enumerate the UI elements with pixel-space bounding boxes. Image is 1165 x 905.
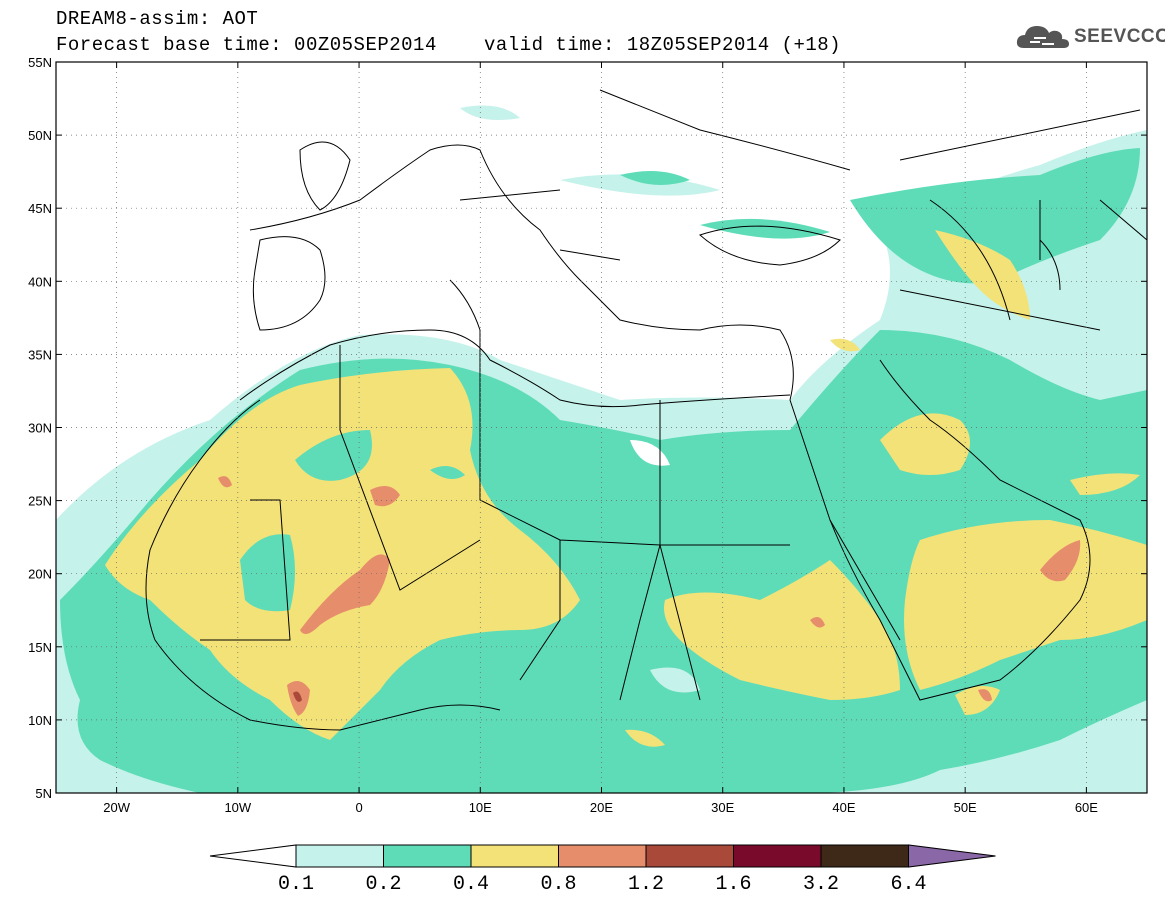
lat-label: 5N — [35, 786, 52, 801]
lon-label: 20W — [103, 800, 130, 815]
colorbar-label: 0.1 — [278, 873, 314, 896]
colorbar-label: 3.2 — [803, 873, 839, 896]
lat-label: 50N — [28, 128, 52, 143]
lon-label: 40E — [832, 800, 855, 815]
lat-label: 30N — [28, 421, 52, 436]
forecast-base-time: Forecast base time: 00Z05SEP2014 — [56, 34, 437, 56]
lon-label: 30E — [711, 800, 734, 815]
logo-text: SEEVCCC — [1074, 26, 1165, 47]
valid-time: valid time: 18Z05SEP2014 (+18) — [484, 34, 842, 56]
lat-label: 10N — [28, 713, 52, 728]
colorbar-segment — [558, 844, 647, 868]
colorbar-label: 0.4 — [453, 873, 489, 896]
map-title: DREAM8-assim: AOT — [56, 8, 259, 30]
colorbar-segment — [383, 844, 472, 868]
colorbar: 0.1 0.2 0.4 0.8 1.2 1.6 3.2 6.4 — [209, 844, 996, 896]
seevccc-logo: SEEVCCC — [1016, 22, 1165, 52]
lat-axis-labels: 55N 50N 45N 40N 35N 30N 25N 20N 15N 10N 5N — [28, 55, 52, 801]
colorbar-label: 6.4 — [890, 873, 926, 896]
lon-label: 60E — [1075, 800, 1098, 815]
colorbar-label: 1.2 — [628, 873, 664, 896]
aot-level-0.2-inner — [240, 430, 465, 612]
lon-label: 10E — [469, 800, 492, 815]
lon-label: 10W — [224, 800, 251, 815]
lat-label: 35N — [28, 347, 52, 362]
colorbar-label: 1.6 — [715, 873, 751, 896]
lat-label: 40N — [28, 274, 52, 289]
colorbar-segment — [295, 844, 384, 868]
aot-level-0.4 — [105, 230, 1147, 747]
lon-label: 20E — [590, 800, 613, 815]
coastlines — [145, 89, 1147, 731]
lat-label: 15N — [28, 640, 52, 655]
aot-level-1.2 — [293, 691, 302, 702]
colorbar-label: 0.2 — [365, 873, 401, 896]
lon-label: 50E — [954, 800, 977, 815]
cloud-logo-icon — [1016, 26, 1069, 48]
lat-label: 20N — [28, 567, 52, 582]
lon-label: 0 — [355, 800, 362, 815]
lon-axis-labels: 20W 10W 0 10E 20E 30E 40E 50E 60E — [103, 800, 1098, 815]
gridlines — [56, 61, 1147, 794]
colorbar-segment — [733, 844, 822, 868]
colorbar-segment — [820, 844, 909, 868]
lat-label: 55N — [28, 55, 52, 70]
colorbar-under-triangle — [209, 844, 297, 868]
colorbar-segment — [470, 844, 559, 868]
colorbar-label: 0.8 — [540, 873, 576, 896]
colorbar-segment — [645, 844, 734, 868]
lat-label: 45N — [28, 201, 52, 216]
colorbar-over-triangle — [908, 844, 996, 868]
lat-label: 25N — [28, 494, 52, 509]
